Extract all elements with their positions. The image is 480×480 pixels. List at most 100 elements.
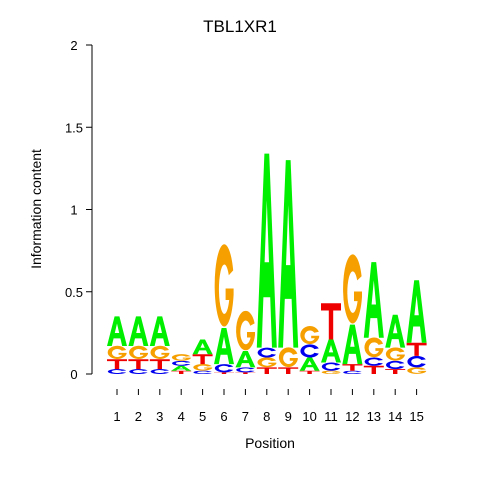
x-axis-label: Position: [245, 435, 295, 451]
letter-G: [236, 310, 255, 351]
x-tick-label: 14: [388, 409, 402, 424]
letter-T: [406, 342, 427, 356]
logo-column-15: [406, 280, 427, 374]
letter-G: [343, 254, 362, 324]
letter-A: [235, 350, 256, 368]
x-tick-label: 3: [156, 409, 163, 424]
letter-G: [407, 367, 427, 374]
x-tick-label: 4: [178, 409, 185, 424]
letter-T: [256, 367, 277, 374]
logo-column-4: [171, 354, 192, 374]
letter-A: [256, 153, 277, 348]
x-tick-label: 1: [113, 409, 120, 424]
letter-A: [278, 160, 299, 348]
letter-G: [107, 345, 127, 359]
x-tick-label: 6: [220, 409, 227, 424]
letter-A: [214, 327, 234, 365]
logo-column-10: [299, 325, 320, 374]
letter-A: [171, 365, 192, 371]
letter-A: [321, 339, 341, 363]
x-tick-label: 11: [324, 409, 338, 424]
logo-column-2: [128, 316, 149, 374]
letter-C: [386, 360, 405, 370]
x-tick-label: 5: [199, 409, 206, 424]
letter-C: [172, 360, 191, 366]
x-tick-label: 15: [409, 409, 423, 424]
letter-C: [129, 369, 148, 374]
x-tick-label: 8: [263, 409, 270, 424]
logo-column-14: [385, 314, 406, 374]
letter-C: [364, 357, 383, 366]
logo-column-7: [235, 310, 256, 374]
letter-G: [193, 364, 213, 371]
x-axis: 1 2 3 4 5 6 7 8 9 10 11 12 13 14 15: [113, 389, 424, 424]
letter-T: [385, 369, 406, 374]
letter-A: [107, 316, 127, 347]
letter-C: [321, 362, 341, 371]
logo-column-12: [342, 254, 363, 374]
y-tick-label: 2: [70, 38, 77, 53]
letter-T: [214, 372, 234, 374]
letter-C: [236, 367, 255, 373]
letter-T: [321, 303, 341, 340]
x-tick-label: 9: [285, 409, 292, 424]
letter-T: [128, 359, 149, 370]
letter-G: [171, 354, 191, 361]
letter-T: [149, 359, 170, 370]
letter-A: [128, 316, 149, 347]
letter-T: [171, 370, 192, 374]
letter-A: [149, 316, 170, 347]
letter-C: [343, 370, 362, 374]
letter-T: [192, 354, 213, 365]
letter-G: [300, 325, 320, 345]
letter-G: [385, 347, 405, 361]
letter-G: [278, 347, 298, 368]
logo-column-9: [278, 160, 299, 374]
y-axis: 0 0.5 1 1.5 2: [65, 38, 93, 382]
y-tick-label: 1: [70, 203, 77, 218]
letter-G: [214, 244, 234, 327]
logo-column-13: [363, 262, 384, 374]
x-tick-label: 2: [135, 409, 142, 424]
logo-column-3: [149, 316, 170, 374]
logo-column-8: [256, 153, 277, 374]
letter-G: [150, 345, 170, 359]
letter-A: [385, 314, 406, 348]
letter-T: [235, 372, 256, 374]
x-tick-label: 7: [242, 409, 249, 424]
letter-C: [193, 370, 212, 374]
y-axis-label: Information content: [28, 149, 44, 269]
letter-T: [342, 364, 363, 371]
logo-column-1: [107, 316, 127, 374]
letter-A: [299, 357, 320, 371]
letter-C: [150, 369, 169, 374]
letter-C: [257, 347, 276, 358]
y-tick-label: 1.5: [65, 120, 83, 135]
letter-A: [363, 262, 384, 338]
letter-T: [278, 367, 299, 374]
letter-G: [364, 337, 384, 358]
chart-title: TBL1XR1: [203, 17, 277, 36]
letter-G: [257, 357, 277, 368]
letter-C: [214, 364, 234, 373]
letter-C: [407, 355, 426, 368]
letter-T: [299, 370, 320, 374]
x-tick-label: 13: [367, 409, 381, 424]
logo-column-11: [321, 303, 341, 374]
letter-T: [363, 365, 384, 374]
letter-T: [107, 359, 127, 370]
letter-G: [129, 345, 148, 359]
y-tick-label: 0.5: [65, 285, 83, 300]
x-tick-label: 10: [302, 409, 316, 424]
letter-G: [321, 370, 341, 374]
x-tick-label: 12: [345, 409, 359, 424]
y-tick-label: 0: [70, 367, 77, 382]
logo-stacks: [107, 153, 427, 374]
letter-A: [192, 339, 213, 355]
letter-A: [342, 324, 363, 365]
letter-C: [107, 369, 127, 374]
letter-A: [406, 280, 427, 343]
logo-column-5: [192, 339, 213, 374]
logo-column-6: [214, 244, 234, 374]
